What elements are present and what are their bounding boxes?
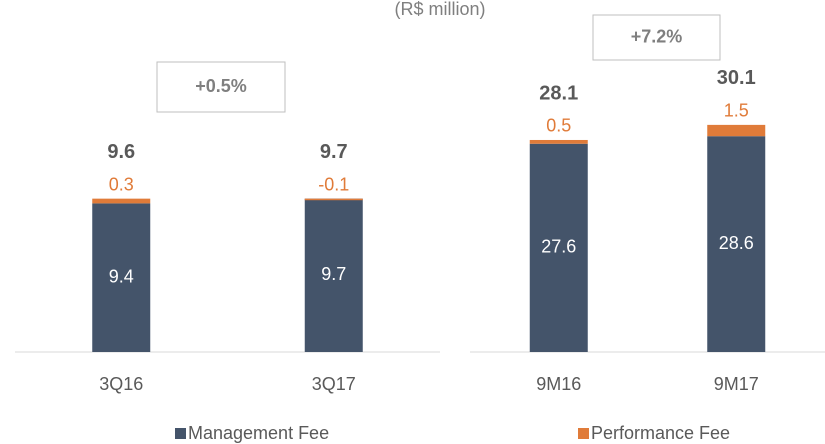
total-label: 9.6 [107, 141, 135, 163]
value-label: 27.6 [541, 237, 576, 257]
value-label: 9.7 [321, 264, 346, 284]
annotation: +0.5% [195, 76, 247, 96]
bar-segment [529, 139, 588, 144]
chart-subtitle: (R$ million) [394, 0, 485, 19]
value-label: -0.1 [318, 174, 349, 194]
annotation: +7.2% [631, 26, 683, 46]
annotation-box [592, 14, 721, 61]
x-tick-label: 9M17 [714, 374, 759, 394]
x-tick-label: 3Q17 [312, 374, 356, 394]
bar-segment [529, 143, 588, 352]
legend-swatch [578, 428, 589, 439]
bar-segment [707, 124, 766, 137]
value-label: 0.3 [109, 174, 134, 194]
bar-segment [304, 198, 363, 201]
bar-segment [92, 198, 151, 204]
total-label: 30.1 [717, 67, 756, 89]
value-label: 0.5 [546, 116, 571, 136]
annotation-box [156, 61, 286, 113]
total-label: 9.7 [320, 141, 348, 163]
legend-label: Management Fee [188, 423, 329, 443]
bar-segment [707, 136, 766, 352]
legend-label: Performance Fee [591, 423, 730, 443]
total-label: 28.1 [539, 82, 578, 104]
x-tick-label: 3Q16 [99, 374, 143, 394]
bar-segment [92, 203, 151, 352]
bar-segment [304, 198, 363, 352]
value-label: 9.4 [109, 266, 134, 286]
legend-swatch [175, 428, 186, 439]
x-tick-label: 9M16 [536, 374, 581, 394]
value-label: 28.6 [719, 233, 754, 253]
value-label: 1.5 [724, 101, 749, 121]
